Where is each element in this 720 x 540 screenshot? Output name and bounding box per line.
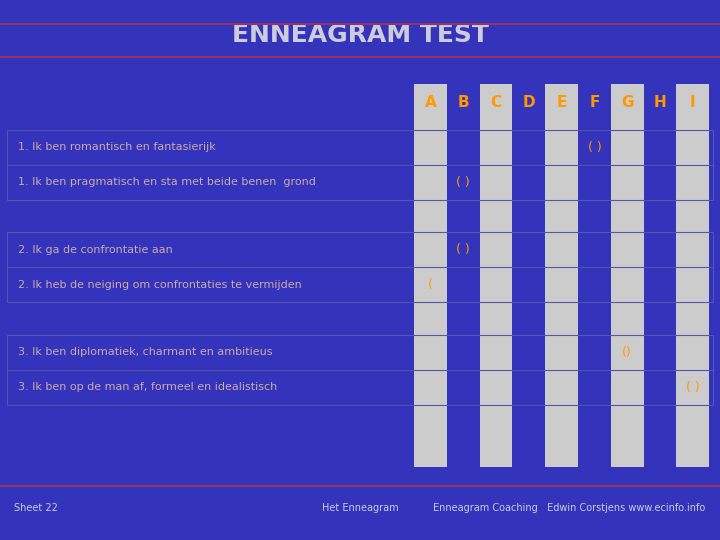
Text: Enneagram Coaching   Edwin Corstjens www.ecinfo.info: Enneagram Coaching Edwin Corstjens www.e… [433, 503, 706, 512]
Text: G: G [621, 95, 634, 110]
Text: 3. Ik ben op de man af, formeel en idealistisch: 3. Ik ben op de man af, formeel en ideal… [18, 382, 277, 393]
Text: ( ): ( ) [588, 140, 601, 154]
Text: ( ): ( ) [456, 176, 470, 189]
Text: D: D [523, 95, 535, 110]
Text: F: F [589, 95, 600, 110]
Text: ( ): ( ) [686, 381, 700, 394]
Bar [676, 84, 709, 467]
Text: Het Enneagram: Het Enneagram [322, 503, 398, 512]
Text: ( ): ( ) [456, 243, 470, 256]
Text: 1. Ik ben romantisch en fantasierijk: 1. Ik ben romantisch en fantasierijk [18, 142, 216, 152]
Text: 2. Ik heb de neiging om confrontaties te vermijden: 2. Ik heb de neiging om confrontaties te… [18, 280, 302, 290]
Text: 1. Ik ben pragmatisch en sta met beide benen  grond: 1. Ik ben pragmatisch en sta met beide b… [18, 177, 316, 187]
Text: 2. Ik ga de confrontatie aan: 2. Ik ga de confrontatie aan [18, 245, 173, 255]
Text: H: H [654, 95, 667, 110]
Text: B: B [457, 95, 469, 110]
Bar [545, 84, 578, 467]
Text: (: ( [428, 278, 433, 292]
Bar [7, 232, 713, 302]
Text: 3. Ik ben diplomatiek, charmant en ambitieus: 3. Ik ben diplomatiek, charmant en ambit… [18, 347, 272, 357]
Text: E: E [557, 95, 567, 110]
Text: ENNEAGRAM TEST: ENNEAGRAM TEST [232, 23, 488, 47]
Text: (): () [622, 346, 632, 359]
Bar [7, 130, 713, 200]
Text: C: C [490, 95, 502, 110]
Text: A: A [425, 95, 436, 110]
Bar [480, 84, 513, 467]
Bar [414, 84, 447, 467]
Text: I: I [690, 95, 696, 110]
Text: Sheet 22: Sheet 22 [14, 503, 58, 512]
Bar [611, 84, 644, 467]
Bar [7, 335, 713, 405]
